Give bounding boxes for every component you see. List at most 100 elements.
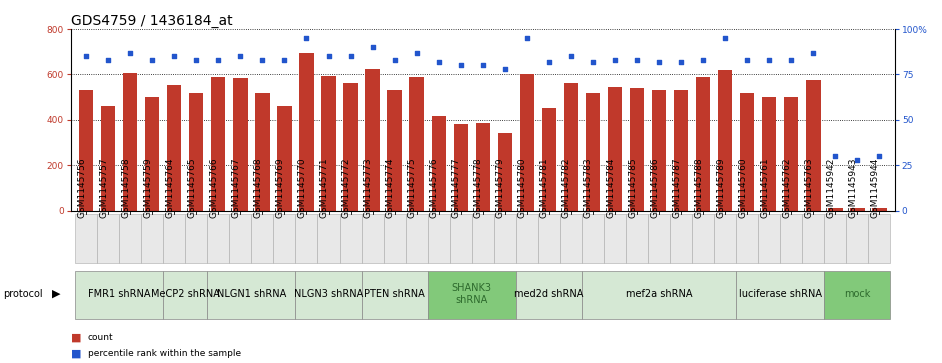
Text: GSM1145775: GSM1145775: [408, 157, 416, 218]
Point: [211, 57, 226, 63]
Point: [718, 35, 733, 41]
Bar: [296, 271, 362, 319]
Text: GSM1145777: GSM1145777: [452, 157, 461, 218]
Bar: [344, 83, 358, 211]
Bar: [586, 93, 600, 211]
Bar: [365, 69, 380, 211]
Point: [409, 50, 424, 56]
Text: GSM1145761: GSM1145761: [760, 157, 770, 218]
Point: [850, 157, 865, 163]
Bar: [79, 90, 93, 211]
Bar: [431, 117, 446, 211]
Bar: [516, 214, 538, 264]
Text: GSM1145772: GSM1145772: [342, 158, 350, 218]
Bar: [692, 214, 714, 264]
Bar: [141, 214, 163, 264]
Text: GSM1145773: GSM1145773: [364, 157, 373, 218]
Point: [78, 53, 93, 59]
Text: mef2a shRNA: mef2a shRNA: [625, 289, 692, 299]
Bar: [696, 77, 710, 211]
Bar: [630, 88, 644, 211]
Bar: [582, 271, 737, 319]
Point: [739, 57, 755, 63]
Bar: [234, 78, 248, 211]
Bar: [718, 70, 732, 211]
Text: GSM1145767: GSM1145767: [232, 157, 240, 218]
Bar: [317, 214, 339, 264]
Text: PTEN shRNA: PTEN shRNA: [365, 289, 425, 299]
Text: GSM1145769: GSM1145769: [275, 157, 284, 218]
Bar: [406, 214, 428, 264]
Point: [828, 153, 843, 159]
Bar: [847, 214, 869, 264]
Bar: [784, 97, 799, 211]
Bar: [296, 214, 317, 264]
Text: MeCP2 shRNA: MeCP2 shRNA: [151, 289, 219, 299]
Bar: [758, 214, 780, 264]
Point: [652, 59, 667, 65]
Text: GSM1145759: GSM1145759: [143, 157, 153, 218]
Point: [519, 35, 534, 41]
Bar: [516, 271, 582, 319]
Text: luciferase shRNA: luciferase shRNA: [739, 289, 821, 299]
Point: [608, 57, 623, 63]
Bar: [449, 214, 472, 264]
Point: [542, 59, 557, 65]
Bar: [869, 214, 890, 264]
Text: protocol: protocol: [3, 289, 42, 299]
Text: GSM1145786: GSM1145786: [650, 157, 659, 218]
Point: [365, 44, 381, 50]
Point: [167, 53, 182, 59]
Point: [629, 57, 644, 63]
Bar: [652, 90, 666, 211]
Text: GSM1145770: GSM1145770: [298, 157, 306, 218]
Text: GSM1145766: GSM1145766: [209, 157, 219, 218]
Bar: [321, 76, 335, 211]
Text: GSM1145774: GSM1145774: [385, 158, 395, 218]
Bar: [229, 214, 252, 264]
Bar: [472, 214, 494, 264]
Text: GSM1145780: GSM1145780: [518, 157, 527, 218]
Text: GSM1145787: GSM1145787: [673, 157, 681, 218]
Bar: [560, 214, 582, 264]
Point: [497, 66, 512, 72]
Point: [674, 59, 689, 65]
Text: GSM1145785: GSM1145785: [628, 157, 637, 218]
Bar: [476, 123, 490, 211]
Bar: [362, 214, 383, 264]
Text: GSM1145782: GSM1145782: [562, 158, 571, 218]
Bar: [277, 106, 292, 211]
Bar: [737, 271, 824, 319]
Point: [762, 57, 777, 63]
Bar: [428, 214, 449, 264]
Bar: [520, 74, 534, 211]
Bar: [608, 87, 622, 211]
Bar: [123, 73, 138, 211]
Bar: [207, 214, 229, 264]
Text: ■: ■: [71, 333, 81, 343]
Bar: [189, 93, 203, 211]
Point: [563, 53, 578, 59]
Bar: [824, 214, 847, 264]
Point: [387, 57, 402, 63]
Point: [122, 50, 138, 56]
Point: [145, 57, 160, 63]
Bar: [211, 77, 225, 211]
Bar: [780, 214, 803, 264]
Text: GSM1145763: GSM1145763: [804, 157, 813, 218]
Bar: [626, 214, 648, 264]
Bar: [604, 214, 626, 264]
Text: GSM1145942: GSM1145942: [826, 158, 836, 218]
Bar: [101, 106, 115, 211]
Bar: [75, 214, 97, 264]
Bar: [670, 214, 692, 264]
Bar: [428, 271, 516, 319]
Text: GSM1145944: GSM1145944: [870, 158, 880, 218]
Point: [805, 50, 820, 56]
Bar: [273, 214, 296, 264]
Text: GSM1145784: GSM1145784: [606, 158, 615, 218]
Bar: [824, 271, 890, 319]
Bar: [387, 90, 402, 211]
Bar: [582, 214, 604, 264]
Text: GSM1145789: GSM1145789: [716, 157, 725, 218]
